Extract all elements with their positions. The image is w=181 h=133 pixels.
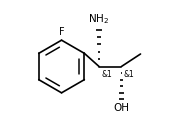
Text: &1: &1 [101, 70, 112, 79]
Text: F: F [59, 27, 64, 37]
Text: NH$_2$: NH$_2$ [89, 13, 110, 26]
Text: OH: OH [113, 103, 129, 113]
Text: &1: &1 [124, 70, 134, 79]
